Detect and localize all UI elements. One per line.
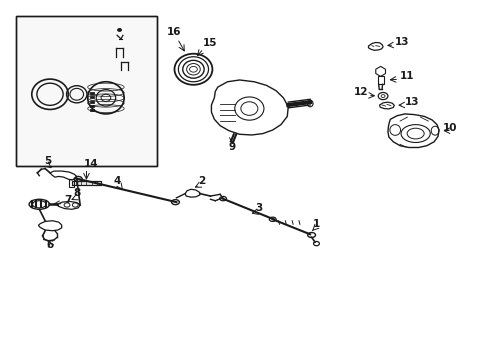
Text: 9: 9 (228, 141, 235, 152)
Text: 10: 10 (442, 123, 456, 133)
Text: 2: 2 (198, 176, 205, 185)
Bar (16, 16, 157, 166)
Text: 6: 6 (46, 240, 54, 250)
Text: 14: 14 (84, 159, 99, 170)
Text: 4: 4 (113, 176, 121, 186)
Bar (69, 179, 74, 187)
Text: 13: 13 (394, 37, 409, 47)
Text: 12: 12 (353, 87, 368, 97)
Text: 13: 13 (404, 97, 419, 107)
Text: 3: 3 (255, 203, 262, 213)
Text: 15: 15 (203, 38, 217, 48)
Bar (72, 181, 101, 185)
Bar (377, 76, 383, 84)
Text: 8: 8 (73, 188, 80, 198)
Circle shape (117, 28, 121, 31)
Text: 11: 11 (399, 71, 414, 81)
Bar (72, 181, 101, 185)
Text: 7: 7 (64, 195, 72, 205)
Text: 1: 1 (312, 219, 320, 229)
Text: 16: 16 (166, 27, 181, 37)
Bar (16, 16, 157, 166)
Text: 5: 5 (44, 156, 51, 166)
